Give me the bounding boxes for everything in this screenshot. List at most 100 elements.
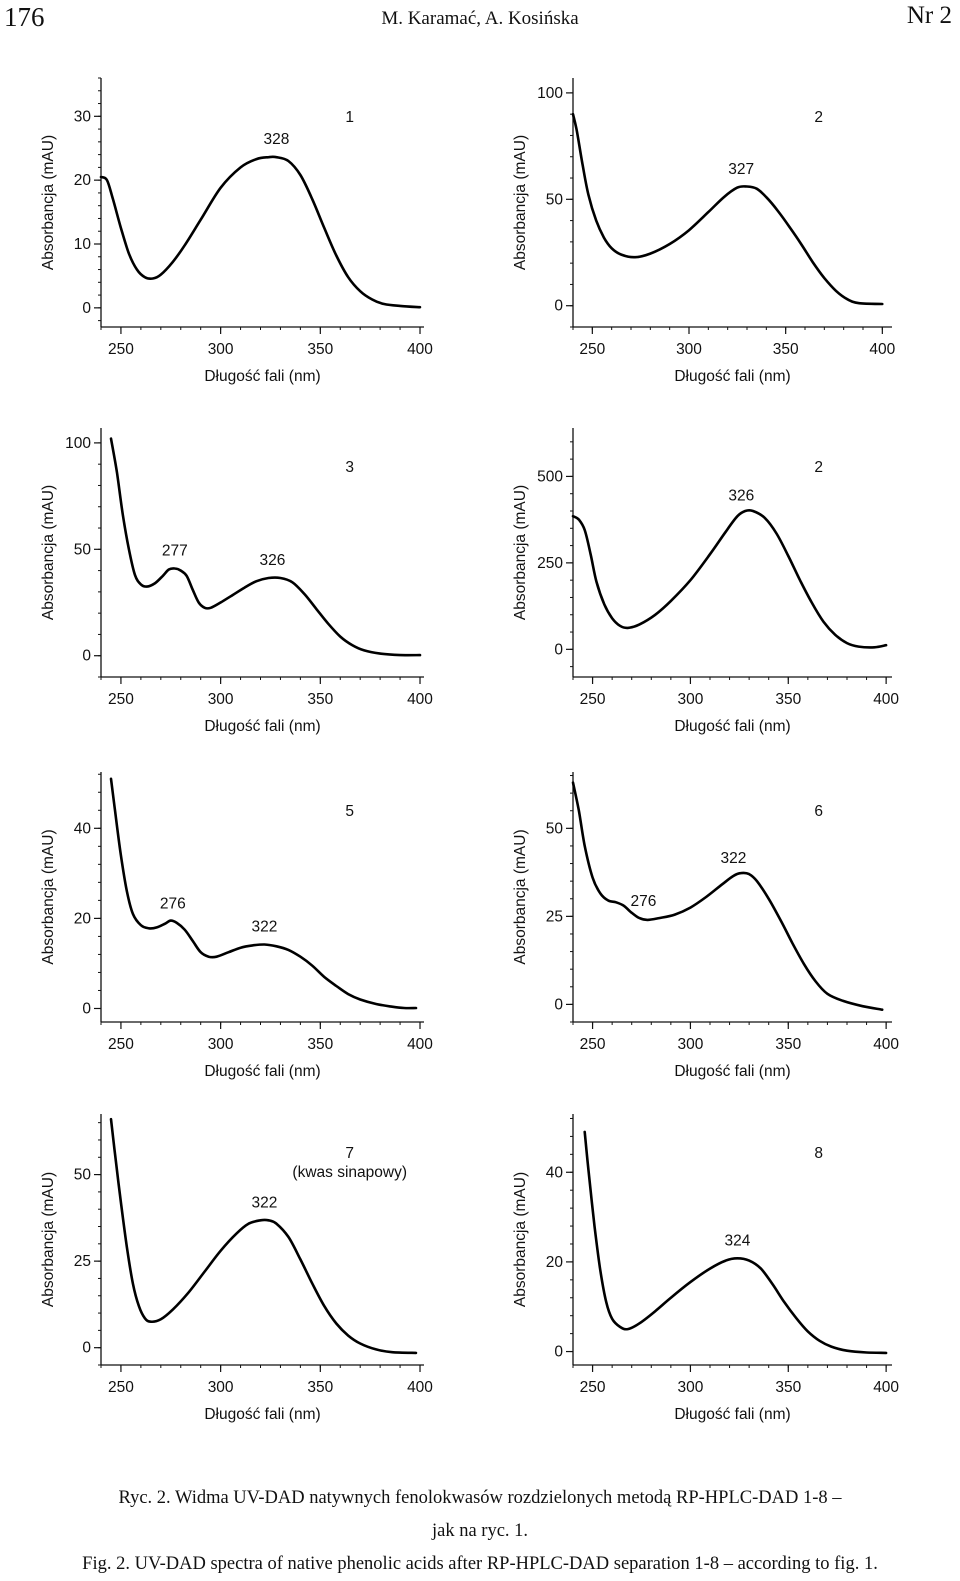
spectrum-line [583,1130,888,1355]
peak-label: 322 [252,919,278,936]
spectrum-line [99,155,422,309]
x-tick-label: 350 [307,341,333,358]
panel-label: 1 [345,109,354,126]
y-tick-label: 0 [554,1344,563,1361]
panel-label: 2 [814,109,823,126]
x-axis-title: Długość fali (nm) [204,1063,320,1080]
y-axis-title: Absorbancja (mAU) [40,485,57,620]
x-tick-label: 400 [873,1036,899,1053]
x-tick-label: 400 [873,1379,899,1396]
spectrum-panel-5: 250 300 350 400 0 20 40 Długość fali (nm) Absorb… [40,772,433,1080]
x-tick-label: 300 [208,1379,234,1396]
x-tick-label: 300 [677,691,703,708]
x-tick-label: 400 [407,1036,433,1053]
peak-label: 276 [631,893,657,910]
spectrum-panel-2: 250 300 350 400 0 50 100 Długość fali (nm) Absor… [512,78,896,385]
x-tick-label: 350 [307,691,333,708]
panel-label: 7 [345,1145,354,1162]
peak-label: 276 [160,895,186,912]
x-axis-title: Długość fali (nm) [204,718,320,735]
x-tick-label: 250 [580,1379,606,1396]
panel-label: 2 [814,459,823,476]
panel-label: 3 [345,459,354,476]
page-number: 176 [4,2,45,32]
x-tick-label: 400 [407,691,433,708]
x-axis-title: Długość fali (nm) [674,1406,790,1423]
spectrum-line [571,112,884,306]
issue-number: Nr 2 [906,2,952,29]
x-axis-title: Długość fali (nm) [674,1063,790,1080]
x-tick-label: 300 [676,341,702,358]
y-tick-label: 40 [74,820,92,837]
x-axis-title: Długość fali (nm) [674,368,790,385]
panel-sublabel: (kwas sinapowy) [292,1164,407,1181]
x-tick-label: 350 [775,691,801,708]
x-axis-title: Długość fali (nm) [204,1406,320,1423]
peak-label: 277 [162,542,188,559]
y-axis-title: Absorbancja (mAU) [40,829,57,964]
peak-label: 327 [728,161,754,178]
x-tick-label: 300 [208,1036,234,1053]
x-tick-label: 350 [307,1379,333,1396]
y-tick-label: 40 [546,1164,564,1181]
running-header-authors: M. Karamać, A. Kosińska [381,8,579,29]
x-tick-label: 350 [773,341,799,358]
y-tick-label: 0 [82,300,91,317]
x-tick-label: 350 [775,1036,801,1053]
x-tick-label: 400 [407,1379,433,1396]
y-tick-label: 100 [537,85,563,102]
y-axis-title: Absorbancja (mAU) [512,485,529,620]
x-tick-label: 250 [108,1379,134,1396]
x-tick-label: 400 [869,341,895,358]
x-tick-label: 350 [307,1036,333,1053]
spectrum-line [109,437,422,657]
y-tick-label: 50 [74,1167,92,1184]
x-tick-label: 250 [580,691,606,708]
y-tick-label: 25 [546,908,563,925]
peak-label: 324 [724,1232,750,1249]
y-tick-label: 20 [74,172,92,189]
spectrum-panel-7: 250 300 350 400 0 25 50 Długość fali (nm) Absorb… [40,1114,433,1423]
spectrum-line [571,508,888,649]
panel-label: 8 [814,1145,823,1162]
y-tick-label: 0 [554,298,563,315]
x-tick-label: 250 [580,1036,606,1053]
x-tick-label: 250 [108,691,134,708]
y-tick-label: 0 [554,996,563,1013]
panel-label: 5 [345,803,354,820]
y-tick-label: 0 [82,1000,91,1017]
y-axis-title: Absorbancja (mAU) [512,135,529,270]
y-tick-label: 250 [537,555,563,572]
spectrum-line [109,777,418,1010]
y-axis-title: Absorbancja (mAU) [40,1172,57,1307]
y-tick-label: 50 [546,191,564,208]
x-tick-label: 300 [677,1036,703,1053]
peak-label: 322 [252,1194,278,1211]
y-tick-label: 0 [554,641,563,658]
y-tick-label: 10 [74,236,92,253]
x-tick-label: 400 [873,691,899,708]
peak-label: 322 [721,850,747,867]
x-tick-label: 250 [579,341,605,358]
y-tick-label: 20 [74,910,92,927]
spectrum-panel-1: 250 300 350 400 0 10 20 30 Długość fali (nm) Abso… [40,77,433,385]
peak-label: 326 [260,552,286,569]
y-tick-label: 30 [74,108,92,125]
spectrum-panel-8: 250 300 350 400 0 20 40 Długość fali (nm) Absorb… [512,1114,899,1423]
x-tick-label: 300 [208,691,234,708]
x-axis-title: Długość fali (nm) [674,718,790,735]
x-tick-label: 400 [407,341,433,358]
y-tick-label: 0 [82,1340,91,1357]
caption-english: Fig. 2. UV-DAD spectra of native phenoli… [82,1554,878,1574]
x-tick-label: 250 [108,1036,134,1053]
spectrum-line [571,781,884,1011]
peak-label: 328 [264,131,290,148]
spectrum-panel-4: 250 300 350 400 0 250 500 Długość fali (nm) Abso… [512,428,899,735]
y-axis-title: Absorbancja (mAU) [512,1172,529,1307]
x-tick-label: 300 [208,341,234,358]
x-tick-label: 300 [677,1379,703,1396]
y-tick-label: 50 [74,541,92,558]
y-tick-label: 20 [546,1254,564,1271]
